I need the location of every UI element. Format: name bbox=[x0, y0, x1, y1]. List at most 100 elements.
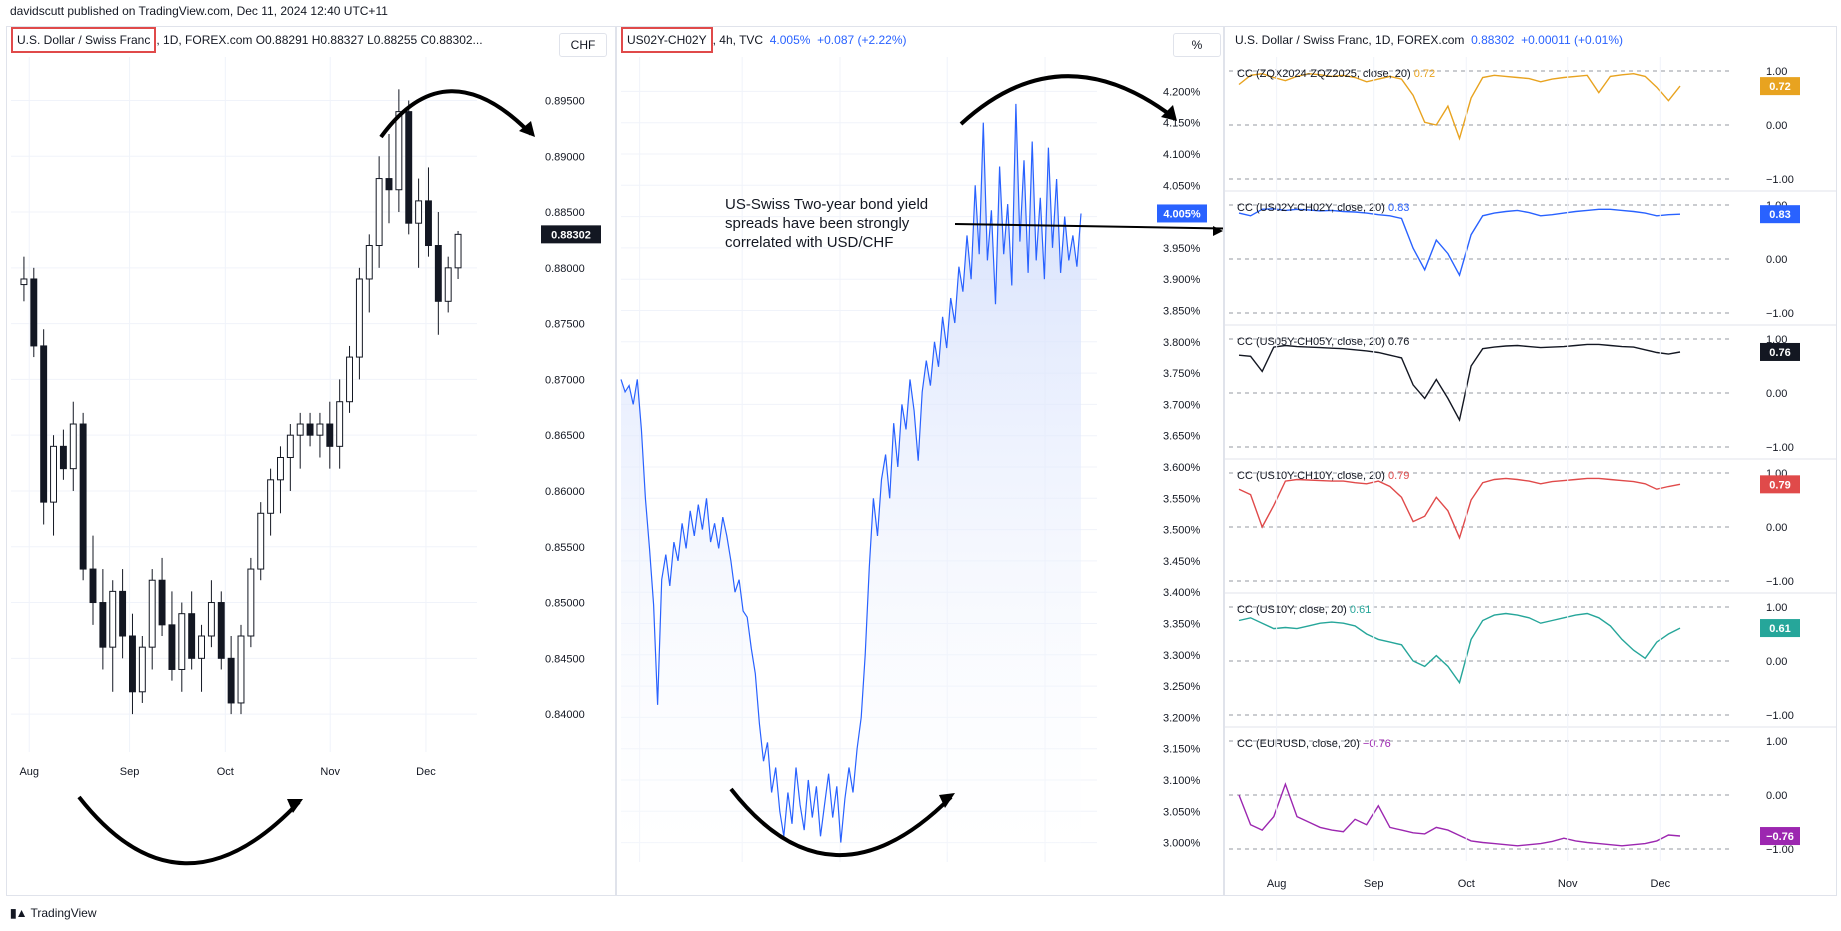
spread-symbol[interactable]: US02Y-CH02Y bbox=[621, 27, 713, 53]
correlation-line bbox=[1238, 612, 1681, 685]
us02y-ch02y-spread-chart[interactable]: US02Y-CH02Y, 4h, TVC 4.005% +0.087 (+2.2… bbox=[616, 26, 1224, 896]
pane-title: CC (US05Y-CH05Y, close, 20) 0.76 bbox=[1237, 336, 1409, 348]
pane-last-value: −0.76 bbox=[1363, 738, 1391, 750]
pane-last-value: 0.76 bbox=[1388, 336, 1409, 348]
x-tick-label: Aug bbox=[19, 766, 39, 778]
pane-title: CC (EURUSD, close, 20) −0.76 bbox=[1237, 738, 1391, 750]
candle-body bbox=[375, 178, 383, 247]
y-tick-label: 4.150% bbox=[1163, 118, 1201, 130]
candle-body bbox=[286, 434, 294, 458]
spread-last: 4.005% bbox=[769, 33, 811, 47]
pane-tick-label: −1.00 bbox=[1766, 710, 1794, 722]
footer-brand: TradingView bbox=[30, 906, 97, 920]
candle-body bbox=[59, 445, 67, 470]
correlation-line bbox=[1238, 72, 1681, 141]
tradingview-footer[interactable]: ▮▲ TradingView bbox=[10, 906, 97, 920]
pane-tick-label: −1.00 bbox=[1766, 174, 1794, 186]
price-label: 4.005% bbox=[1163, 208, 1201, 220]
usdchf-ohlc: , 1D, FOREX.com O0.88291 H0.88327 L0.882… bbox=[156, 33, 483, 47]
x-tick-label: Sep bbox=[120, 766, 140, 778]
y-tick-label: 3.800% bbox=[1163, 337, 1201, 349]
tradingview-logo-icon: ▮▲ bbox=[10, 906, 28, 920]
arc-top-arrow bbox=[379, 89, 533, 139]
candle-body bbox=[237, 635, 245, 704]
price-label-bg bbox=[541, 225, 601, 244]
arrow-head bbox=[287, 799, 303, 813]
y-tick-label: 4.200% bbox=[1163, 86, 1201, 98]
pane-tick-label: 0.00 bbox=[1766, 254, 1787, 266]
candle-body bbox=[207, 602, 215, 637]
usdchf-symbol[interactable]: U.S. Dollar / Swiss Franc bbox=[11, 27, 157, 53]
y-tick-label: 0.85000 bbox=[545, 598, 585, 610]
candle-body bbox=[415, 200, 423, 224]
pane-value-label: 0.76 bbox=[1769, 347, 1790, 359]
y-tick-label: 3.900% bbox=[1163, 274, 1201, 286]
candle-body bbox=[336, 401, 344, 447]
candle-body bbox=[178, 613, 186, 670]
price-label: 0.88302 bbox=[551, 229, 591, 241]
x-tick-label: Nov bbox=[1558, 878, 1578, 890]
annotation-text: correlated with USD/CHF bbox=[725, 234, 893, 251]
pane-tick-label: −1.00 bbox=[1766, 844, 1794, 856]
arrow-head bbox=[1161, 105, 1177, 121]
candle-body bbox=[277, 456, 284, 481]
y-tick-label: 3.650% bbox=[1163, 431, 1201, 443]
correlation-change: +0.00011 (+0.01%) bbox=[1521, 33, 1623, 47]
pane-tick-label: 0.00 bbox=[1766, 656, 1787, 668]
y-tick-label: 0.87000 bbox=[545, 374, 585, 386]
y-tick-label: 3.300% bbox=[1163, 650, 1201, 662]
spread-plot: 4.200%4.150%4.100%4.050%4.000%3.950%3.90… bbox=[620, 57, 1223, 862]
y-tick-label: 3.250% bbox=[1163, 681, 1201, 693]
pane-last-value: 0.61 bbox=[1350, 604, 1371, 616]
candle-body bbox=[79, 423, 87, 570]
candle-body bbox=[217, 602, 225, 659]
pane-tick-label: −1.00 bbox=[1766, 576, 1794, 588]
arrow-head bbox=[1213, 226, 1223, 236]
y-tick-label: 3.000% bbox=[1163, 838, 1201, 850]
x-tick-label: Dec bbox=[1651, 878, 1671, 890]
usdchf-plot: 0.89500 0.89000 0.88500 0.88000 0.87500 0.870… bbox=[11, 57, 601, 866]
currency-unit-button[interactable]: CHF bbox=[559, 33, 607, 57]
y-tick-label: 3.550% bbox=[1163, 493, 1201, 505]
candle-body bbox=[355, 278, 363, 358]
correlation-price: 0.88302 bbox=[1471, 33, 1515, 47]
x-tick-label: Nov bbox=[320, 766, 340, 778]
correlation-line bbox=[1238, 477, 1681, 540]
y-tick-label: 4.050% bbox=[1163, 180, 1201, 192]
pane-tick-label: 1.00 bbox=[1766, 66, 1787, 78]
usdchf-candle-chart[interactable]: U.S. Dollar / Swiss Franc, 1D, FOREX.com… bbox=[6, 26, 616, 896]
candle-body bbox=[444, 267, 452, 302]
y-tick-label: 3.950% bbox=[1163, 243, 1201, 255]
correlation-symbol[interactable]: U.S. Dollar / Swiss Franc, 1D, FOREX.com bbox=[1235, 33, 1465, 47]
y-tick-label: 0.88500 bbox=[545, 207, 585, 219]
candle-body bbox=[148, 579, 156, 648]
y-tick-label: 3.050% bbox=[1163, 806, 1201, 818]
price-label-bg bbox=[1157, 204, 1207, 223]
pane-value-label-bg bbox=[1760, 619, 1800, 638]
candle-body bbox=[99, 602, 107, 648]
candle-body bbox=[454, 233, 462, 269]
y-tick-label: 0.84500 bbox=[545, 653, 585, 665]
y-tick-label: 0.89000 bbox=[545, 151, 585, 163]
pane-value-label: 0.83 bbox=[1769, 209, 1790, 221]
spread-area bbox=[621, 103, 1081, 852]
pane-tick-label: 1.00 bbox=[1766, 736, 1787, 748]
candle-body bbox=[20, 278, 28, 286]
y-tick-label: 3.200% bbox=[1163, 712, 1201, 724]
pane-title: CC (ZQX2024-ZQZ2025, close, 20) 0.72 bbox=[1237, 68, 1435, 80]
pane-value-label: 0.79 bbox=[1769, 479, 1790, 491]
candle-body bbox=[158, 579, 166, 626]
candle-body bbox=[129, 635, 136, 693]
y-tick-label: 3.850% bbox=[1163, 305, 1201, 317]
candle-body bbox=[395, 111, 403, 191]
correlation-panes[interactable]: U.S. Dollar / Swiss Franc, 1D, FOREX.com… bbox=[1224, 26, 1837, 896]
pane-last-value: 0.83 bbox=[1388, 202, 1409, 214]
candle-body bbox=[267, 479, 275, 514]
percent-unit-button[interactable]: % bbox=[1173, 33, 1221, 57]
pane-tick-label: −1.00 bbox=[1766, 442, 1794, 454]
pane-value-label: 0.72 bbox=[1769, 81, 1790, 93]
annotation-text: spreads have been strongly bbox=[725, 215, 910, 232]
pane-value-label: −0.76 bbox=[1766, 831, 1794, 843]
candle-body bbox=[326, 423, 334, 447]
pane-tick-label: 0.00 bbox=[1766, 522, 1787, 534]
